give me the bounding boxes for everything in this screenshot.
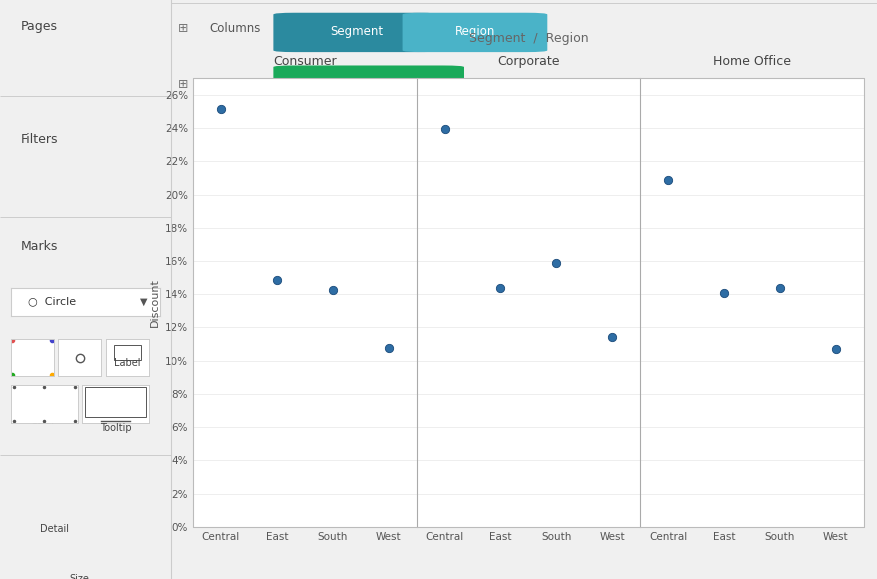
- Text: Segment: Segment: [330, 25, 383, 38]
- Text: Rows: Rows: [210, 78, 240, 91]
- Text: Tooltip: Tooltip: [100, 423, 132, 434]
- Text: Marks: Marks: [20, 240, 58, 253]
- Y-axis label: Discount: Discount: [149, 278, 160, 327]
- FancyBboxPatch shape: [274, 65, 464, 109]
- Text: Pages: Pages: [20, 20, 58, 33]
- Text: Color: Color: [31, 416, 56, 426]
- Text: Detail: Detail: [39, 524, 68, 534]
- Text: ○  Circle: ○ Circle: [28, 296, 76, 307]
- FancyBboxPatch shape: [274, 13, 439, 52]
- Text: Consumer: Consumer: [273, 55, 337, 68]
- Text: ⊞: ⊞: [178, 78, 189, 91]
- Text: Label: Label: [114, 358, 140, 368]
- Text: Filters: Filters: [20, 133, 58, 146]
- Text: Columns: Columns: [210, 23, 261, 35]
- Text: Size: Size: [70, 574, 89, 579]
- Text: Region: Region: [454, 25, 495, 38]
- Text: ▼: ▼: [140, 296, 147, 307]
- Text: ⊞: ⊞: [178, 23, 189, 35]
- Text: Corporate: Corporate: [497, 55, 560, 68]
- Text: AVG(Discount): AVG(Discount): [326, 80, 411, 93]
- Text: Home Office: Home Office: [713, 55, 791, 68]
- FancyBboxPatch shape: [403, 13, 547, 52]
- Text: Segment  /  Region: Segment / Region: [468, 32, 588, 45]
